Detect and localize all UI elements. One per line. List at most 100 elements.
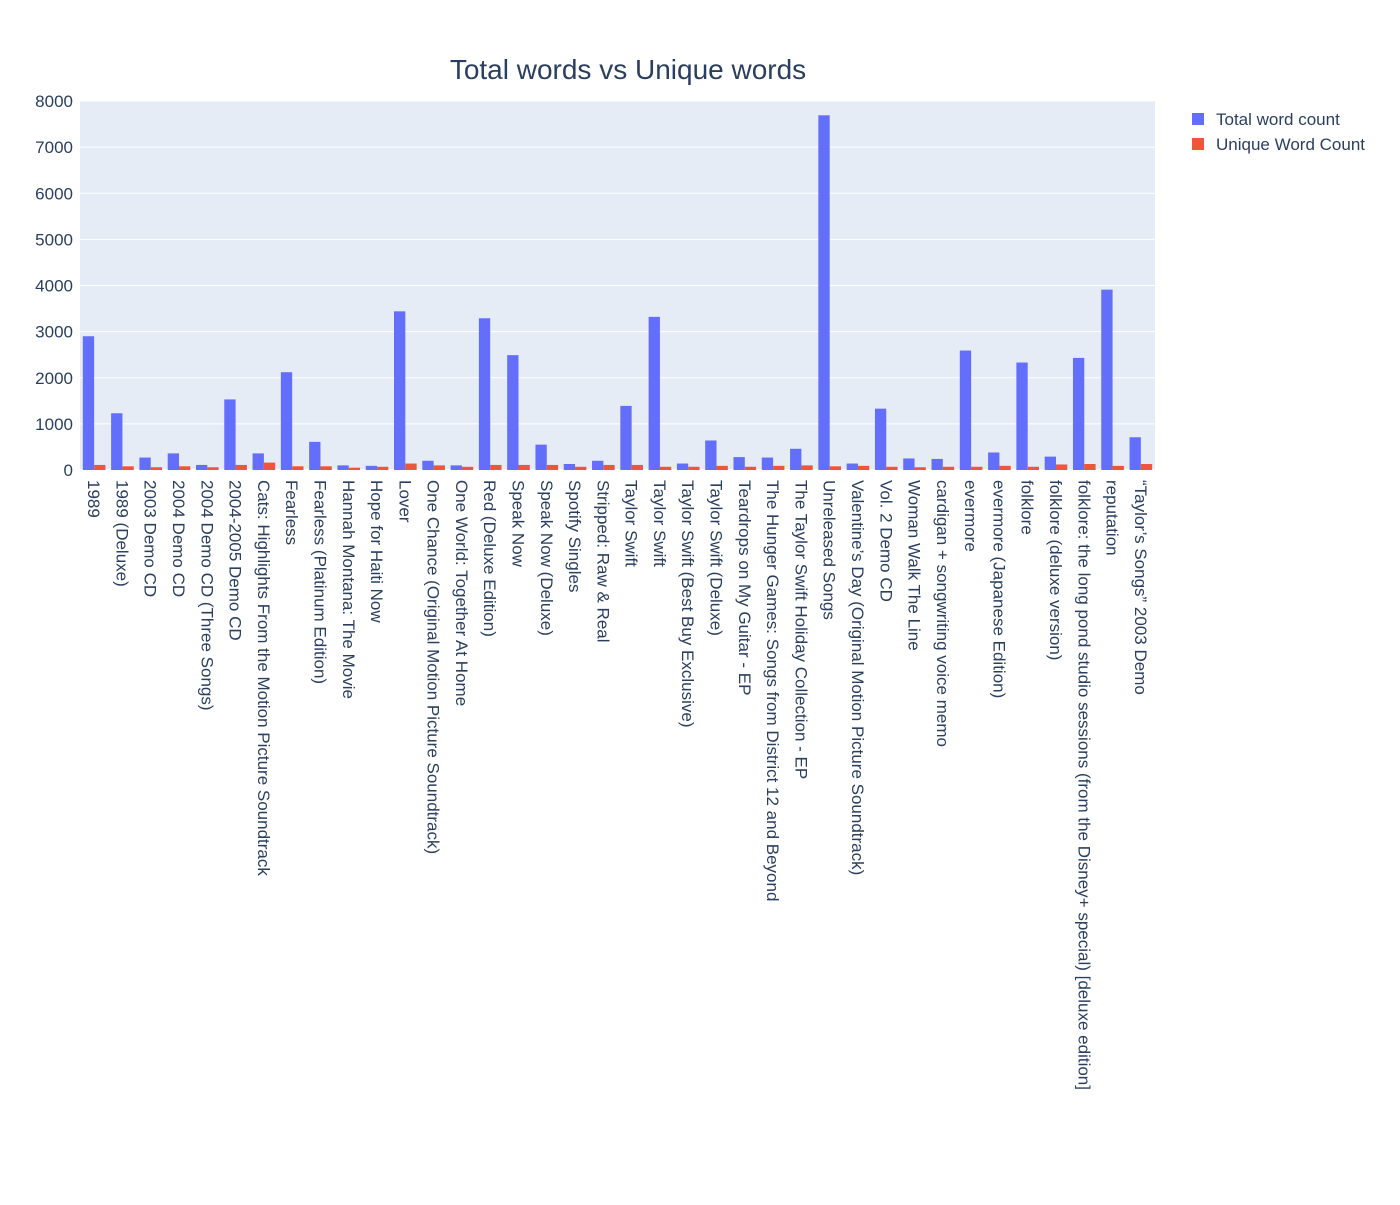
bar[interactable] — [575, 466, 587, 470]
bar[interactable] — [648, 316, 660, 470]
bar[interactable] — [818, 115, 830, 470]
chart-title: Total words vs Unique words — [450, 54, 806, 85]
x-tick-label: Taylor Swift (Best Buy Exclusive) — [678, 480, 697, 728]
bar[interactable] — [659, 466, 672, 470]
bar[interactable] — [1101, 289, 1113, 470]
bar[interactable] — [150, 467, 163, 470]
bar[interactable] — [773, 465, 785, 470]
bar[interactable] — [801, 465, 813, 470]
x-tick-label: Taylor Swift — [650, 480, 669, 567]
bar[interactable] — [394, 311, 406, 470]
bar[interactable] — [405, 463, 417, 470]
bar[interactable] — [942, 466, 955, 470]
bar[interactable] — [461, 466, 474, 470]
y-tick-label: 4000 — [35, 277, 73, 296]
bar[interactable] — [320, 466, 332, 470]
bar[interactable] — [348, 467, 361, 470]
bar[interactable] — [592, 460, 604, 470]
legend[interactable]: Total word count Unique Word Count — [1192, 110, 1365, 154]
bar[interactable] — [309, 441, 321, 470]
bar[interactable] — [167, 453, 180, 470]
bar[interactable] — [790, 448, 802, 470]
x-tick-label: Hannah Montana: The Movie — [339, 480, 358, 699]
y-tick-label: 3000 — [35, 323, 73, 342]
bar[interactable] — [422, 460, 434, 470]
bar[interactable] — [122, 466, 134, 470]
bar[interactable] — [744, 466, 757, 470]
bar[interactable] — [224, 399, 236, 470]
bar[interactable] — [1016, 362, 1028, 470]
bar[interactable] — [886, 466, 898, 470]
x-tick-label: Cats: Highlights From the Motion Picture… — [254, 480, 273, 876]
bar[interactable] — [337, 465, 349, 470]
bar[interactable] — [688, 466, 700, 470]
bar[interactable] — [874, 408, 887, 470]
bar[interactable] — [1112, 465, 1124, 470]
bar[interactable] — [999, 465, 1011, 470]
bar[interactable] — [620, 405, 632, 470]
x-tick-label: Woman Walk The Line — [905, 480, 924, 651]
x-tick-label: The Hunger Games: Songs from District 12… — [763, 480, 782, 901]
bar[interactable] — [603, 464, 615, 470]
bar[interactable] — [546, 464, 559, 470]
bar[interactable] — [931, 458, 943, 470]
bar[interactable] — [478, 318, 491, 470]
bar[interactable] — [235, 464, 247, 470]
bar[interactable] — [857, 465, 870, 470]
bar[interactable] — [94, 464, 106, 470]
bar[interactable] — [535, 444, 547, 470]
bar[interactable] — [207, 467, 219, 470]
x-tick-label: 2004 Demo CD — [169, 480, 188, 597]
bar[interactable] — [959, 350, 972, 470]
bar[interactable] — [903, 458, 915, 470]
x-tick-label: Fearless — [282, 480, 301, 545]
bar[interactable] — [292, 466, 304, 470]
bar[interactable] — [761, 457, 774, 470]
bar[interactable] — [139, 457, 151, 470]
bar[interactable] — [1027, 466, 1040, 470]
x-tick-label: folklore: the long pond studio sessions … — [1074, 480, 1093, 1090]
bar[interactable] — [507, 355, 519, 470]
bar[interactable] — [1072, 357, 1085, 470]
bar[interactable] — [988, 452, 1000, 470]
bar[interactable] — [1140, 464, 1153, 470]
bar[interactable] — [252, 453, 264, 470]
x-tick-label: The Taylor Swift Holiday Collection - EP — [791, 480, 810, 779]
bar[interactable] — [631, 464, 643, 470]
bar[interactable] — [433, 465, 445, 470]
bar[interactable] — [365, 465, 378, 470]
bar[interactable] — [716, 465, 728, 470]
bar[interactable] — [280, 372, 293, 470]
bar[interactable] — [377, 466, 389, 470]
legend-item[interactable]: Unique Word Count — [1192, 135, 1365, 154]
bar[interactable] — [450, 465, 462, 470]
bar[interactable] — [914, 467, 926, 470]
x-tick-label: 1989 (Deluxe) — [112, 480, 131, 587]
bar[interactable] — [676, 463, 689, 470]
x-tick-label: One Chance (Original Motion Picture Soun… — [424, 480, 443, 854]
x-tick-label: 2004 Demo CD (Three Songs) — [197, 480, 216, 711]
bar[interactable] — [518, 464, 530, 470]
bar[interactable] — [846, 463, 858, 470]
bar[interactable] — [733, 457, 745, 470]
bar[interactable] — [829, 466, 841, 470]
bar[interactable] — [1084, 464, 1096, 470]
bar[interactable] — [263, 462, 276, 470]
bar[interactable] — [1129, 437, 1141, 470]
bar[interactable] — [971, 466, 983, 470]
bar[interactable] — [1044, 456, 1056, 470]
x-tick-label: Taylor Swift (Deluxe) — [707, 480, 726, 636]
bar[interactable] — [563, 464, 576, 470]
bar[interactable] — [82, 336, 95, 470]
x-tick-label: Stripped: Raw & Real — [593, 480, 612, 643]
bar[interactable] — [1055, 464, 1068, 470]
bar[interactable] — [179, 466, 191, 470]
x-tick-label: Hope for Haiti Now — [367, 480, 386, 623]
legend-item[interactable]: Total word count — [1192, 110, 1340, 129]
y-tick-label: 8000 — [35, 92, 73, 111]
y-tick-label: 6000 — [35, 184, 73, 203]
bar[interactable] — [195, 464, 208, 470]
bar[interactable] — [705, 440, 717, 470]
bar[interactable] — [111, 413, 123, 470]
bar[interactable] — [490, 464, 502, 470]
